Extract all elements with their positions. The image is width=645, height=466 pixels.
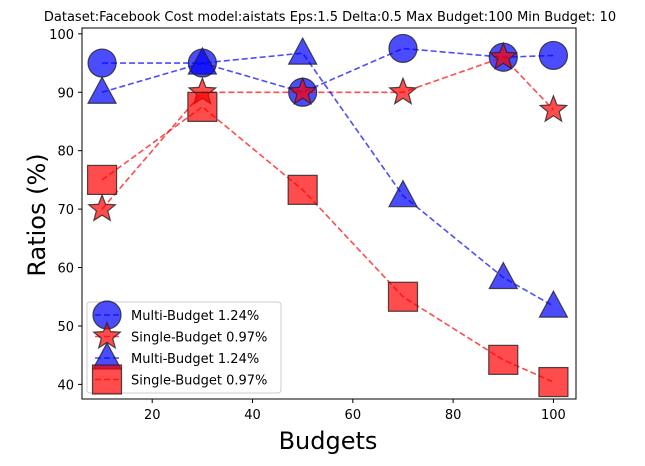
- x-axis: 20 40 60 80 100: [144, 399, 566, 423]
- y-tick-label: 100: [49, 28, 74, 43]
- series-star: [87, 41, 569, 222]
- data-point-star: [538, 94, 569, 123]
- data-point-square: [488, 344, 519, 375]
- chart-title: Dataset:Facebook Cost model:aistats Eps:…: [44, 10, 616, 25]
- legend-marker-square: [91, 364, 123, 395]
- series-line: [101, 56, 555, 210]
- plot-area-border: [81, 27, 577, 400]
- x-axis-title: Budgets: [279, 427, 378, 455]
- y-tick-label: 40: [57, 378, 74, 393]
- data-point-circle: [87, 48, 117, 78]
- series-triangle: [87, 36, 569, 318]
- data-point-triangle: [488, 261, 519, 290]
- y-axis: 40 50 60 70 80 90 100: [49, 28, 82, 393]
- y-tick-label: 90: [57, 86, 74, 101]
- data-point-triangle: [87, 76, 118, 104]
- data-point-triangle: [287, 36, 318, 65]
- y-tick-label: 70: [57, 203, 74, 218]
- data-point-star: [388, 76, 418, 105]
- x-tick-label: 40: [244, 408, 261, 423]
- legend-item: Multi-Budget 1.24%: [92, 300, 259, 330]
- series-line: [101, 52, 554, 307]
- series-layer: [86, 33, 569, 398]
- x-tick-label: 60: [345, 408, 362, 423]
- data-point-star: [488, 41, 519, 70]
- series-circle: [87, 33, 569, 107]
- legend-label: Multi-Budget 1.24%: [131, 309, 259, 324]
- data-point-circle: [538, 40, 569, 71]
- y-axis-title: Ratios (%): [23, 153, 51, 276]
- series-line: [102, 47, 554, 94]
- plot-frame: [81, 27, 577, 400]
- series-square: [86, 91, 569, 398]
- data-point-square: [387, 281, 419, 312]
- y-tick-label: 80: [57, 145, 74, 160]
- data-point-square: [86, 164, 118, 196]
- y-tick-label: 50: [57, 320, 74, 335]
- data-point-triangle: [387, 179, 418, 208]
- legend-label: Single-Budget 0.97%: [131, 374, 267, 389]
- data-point-star: [87, 193, 117, 222]
- x-tick-label: 80: [445, 408, 462, 423]
- x-tick-label: 100: [541, 408, 566, 423]
- legend-item: Single-Budget 0.97%: [91, 364, 267, 395]
- data-point-square: [187, 91, 218, 122]
- legend-box: [86, 301, 282, 394]
- data-point-triangle: [187, 46, 218, 75]
- y-tick-label: 60: [57, 262, 74, 277]
- data-point-triangle: [538, 289, 569, 318]
- data-point-square: [287, 174, 318, 205]
- x-tick-label: 20: [144, 408, 161, 423]
- series-line: [101, 105, 554, 383]
- legend-item: Multi-Budget 1.24%: [91, 341, 259, 370]
- legend: Multi-Budget 1.24% Single-Budget 0.97% Mul…: [86, 300, 282, 395]
- data-point-square: [538, 366, 569, 398]
- legend-label: Multi-Budget 1.24%: [131, 352, 259, 367]
- legend-label: Single-Budget 0.97%: [131, 331, 267, 346]
- data-point-star: [287, 76, 318, 105]
- data-point-circle: [388, 33, 418, 64]
